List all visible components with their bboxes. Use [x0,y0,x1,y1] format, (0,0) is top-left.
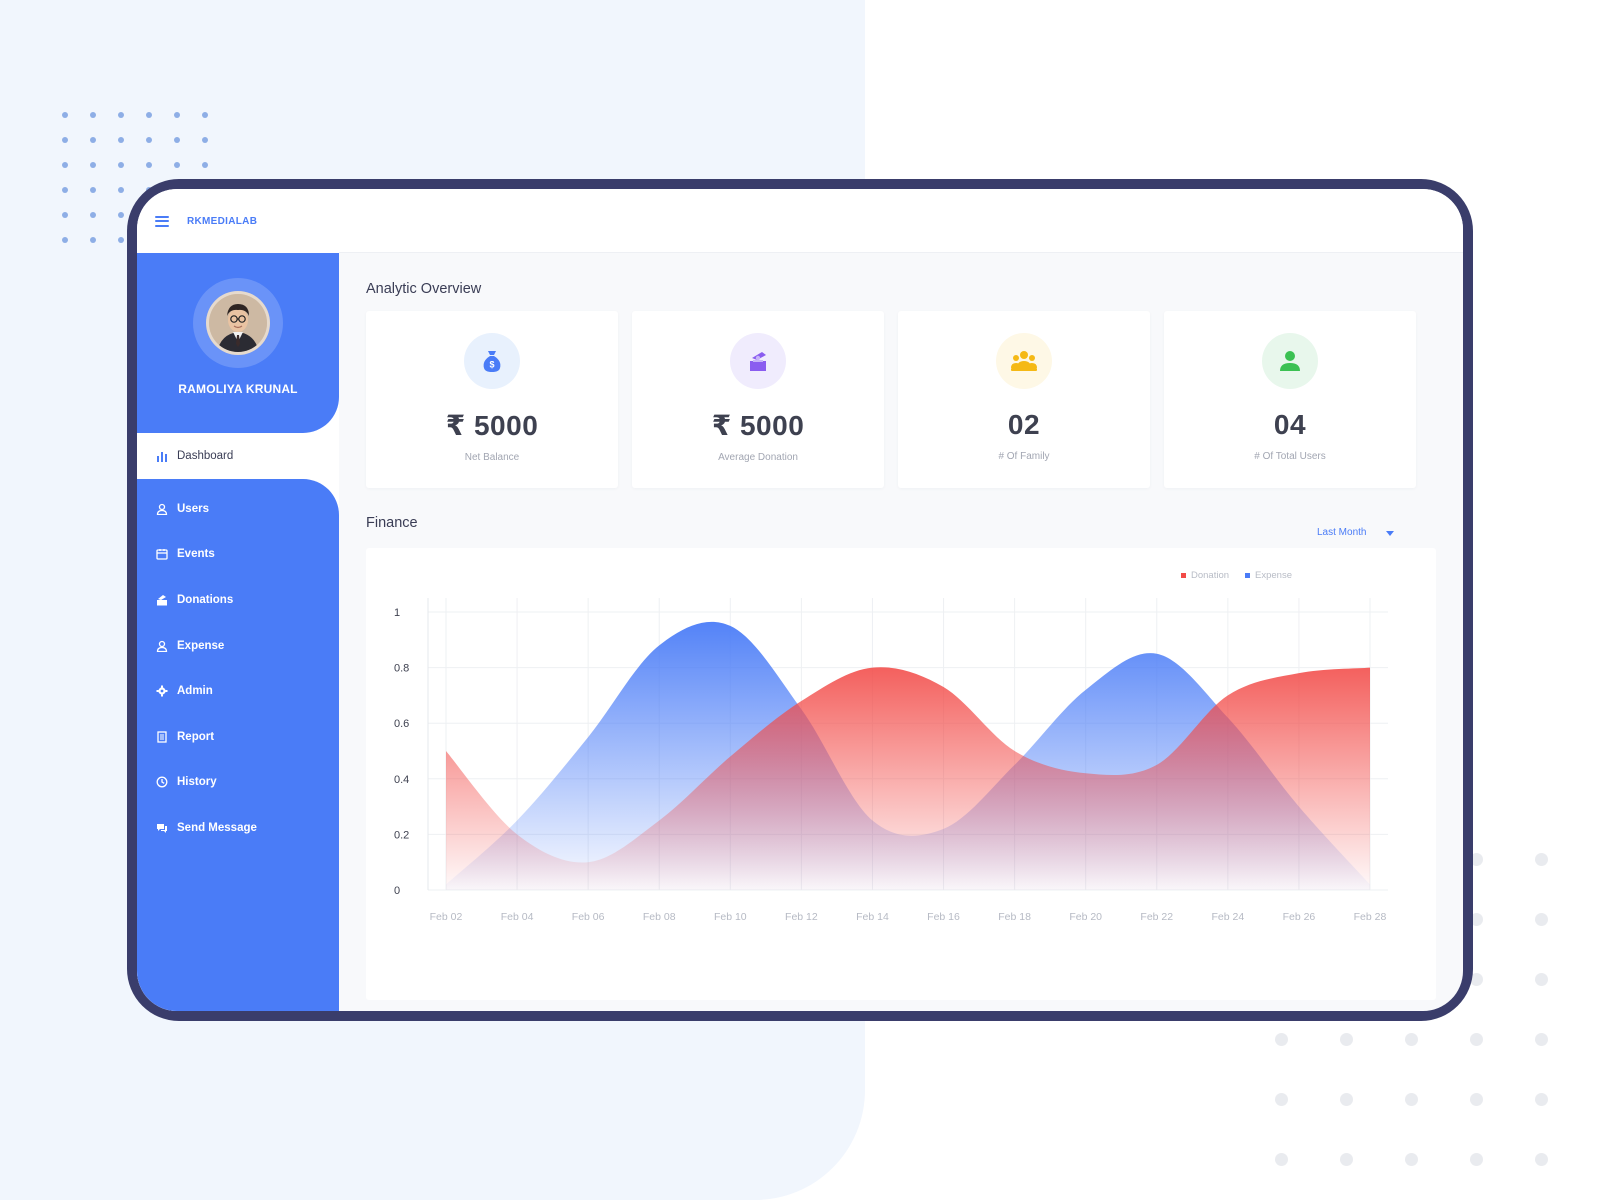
user-icon [156,640,168,652]
stat-caption: # Of Family [998,451,1050,462]
y-tick-label: 0.4 [394,774,409,786]
sidebar-item-label: Send Message [177,821,257,834]
profile-name: RAMOLIYA KRUNAL [178,382,298,396]
sidebar-item-expense[interactable]: Expense [137,623,339,669]
y-tick-label: 0.6 [394,718,409,730]
document-icon [156,731,168,743]
y-tick-label: 0 [394,885,400,897]
finance-title: Finance [366,515,418,531]
sidebar-item-label: Dashboard [177,450,234,462]
gear-icon [156,685,168,697]
avatar-portrait-icon [209,294,267,352]
stat-value: 04 [1273,409,1307,440]
sidebar-item-users[interactable]: Users [137,486,339,532]
finance-chart-card: Donation Expense [366,548,1436,1000]
stat-card-net-balance[interactable]: $ ₹ 5000 Net Balance [366,311,618,488]
stat-value: 02 [1007,409,1041,440]
x-tick-label: Feb 24 [1211,911,1244,923]
brand-name: RKMEDIALAB [187,215,258,227]
overview-title: Analytic Overview [366,281,482,297]
x-tick-label: Feb 20 [1069,911,1102,923]
stat-caption: # Of Total Users [1254,451,1326,462]
x-tick-label: Feb 02 [430,911,463,923]
sidebar-item-donations[interactable]: Donations [137,577,339,623]
x-tick-label: Feb 28 [1354,911,1387,923]
sidebar-item-dashboard[interactable]: Dashboard [137,433,339,479]
family-icon [996,333,1052,389]
main-content: Analytic Overview $ ₹ 5000 Net Balance ₹… [339,253,1463,1011]
stat-value: ₹ 5000 [711,410,805,441]
stat-card-family[interactable]: 02 # Of Family [898,311,1150,488]
x-tick-label: Feb 16 [927,911,960,923]
x-tick-label: Feb 08 [643,911,676,923]
stat-card-total-users[interactable]: 04 # Of Total Users [1164,311,1416,488]
x-tick-label: Feb 26 [1283,911,1316,923]
sidebar-item-events[interactable]: Events [137,532,339,578]
clock-icon [156,776,168,788]
x-tick-label: Feb 22 [1140,911,1173,923]
sidebar-item-label: Report [177,730,215,743]
avatar[interactable] [206,291,270,355]
chat-icon [156,822,168,834]
x-tick-label: Feb 10 [714,911,747,923]
donation-box-icon [730,333,786,389]
device-frame: RKMEDIALAB [127,179,1473,1021]
donation-box-icon [156,594,168,606]
period-dropdown[interactable]: Last Month [1317,523,1395,541]
legend-item-donation[interactable]: Donation [1181,570,1229,581]
user-icon [1262,333,1318,389]
money-bag-icon: $ [464,333,520,389]
bar-chart-icon [156,450,168,462]
calendar-icon [156,548,168,561]
chart-legend: Donation Expense [1181,570,1292,581]
sidebar-item-label: Events [177,548,215,561]
top-bar [339,189,1463,253]
x-tick-label: Feb 14 [856,911,889,923]
period-dropdown-value: Last Month [1317,526,1367,538]
finance-area-chart: 0 0.2 0.4 0.6 0.8 1 Feb 02 Feb 04 Feb 06 Feb 08 Fe… [394,598,1388,923]
sidebar-item-label: Users [177,502,209,515]
hamburger-menu-icon[interactable] [155,215,169,227]
stat-caption: Average Donation [718,452,798,463]
area-series-donation [446,667,1370,890]
brand-bar: RKMEDIALAB [137,189,339,253]
sidebar-item-report[interactable]: Report [137,714,339,760]
sidebar-item-label: Admin [177,685,213,698]
stat-caption: Net Balance [464,452,520,463]
x-tick-label: Feb 04 [501,911,534,923]
sidebar-item-history[interactable]: History [137,760,339,806]
x-tick-label: Feb 18 [998,911,1031,923]
stat-card-average-donation[interactable]: ₹ 5000 Average Donation [632,311,884,488]
sidebar-item-admin[interactable]: Admin [137,668,339,714]
x-tick-label: Feb 06 [572,911,605,923]
x-tick-label: Feb 12 [785,911,818,923]
avatar-ring [193,278,283,368]
legend-item-expense[interactable]: Expense [1245,570,1292,581]
sidebar-item-label: History [177,776,217,789]
y-tick-label: 0.8 [394,663,409,675]
y-tick-label: 0.2 [394,829,409,841]
stat-value: ₹ 5000 [445,410,539,441]
svg-text:$: $ [489,360,494,370]
y-tick-label: 1 [394,607,400,619]
user-icon [156,503,168,515]
sidebar-nav: Users Events Donations [137,479,339,1011]
chevron-down-icon [1386,523,1395,541]
sidebar-item-label: Expense [177,639,225,652]
app-screen: RKMEDIALAB [137,189,1463,1011]
sidebar-item-label: Donations [177,593,234,606]
sidebar-item-send-message[interactable]: Send Message [137,805,339,851]
profile-panel: RAMOLIYA KRUNAL [137,253,339,433]
sidebar: RKMEDIALAB [137,189,339,1011]
